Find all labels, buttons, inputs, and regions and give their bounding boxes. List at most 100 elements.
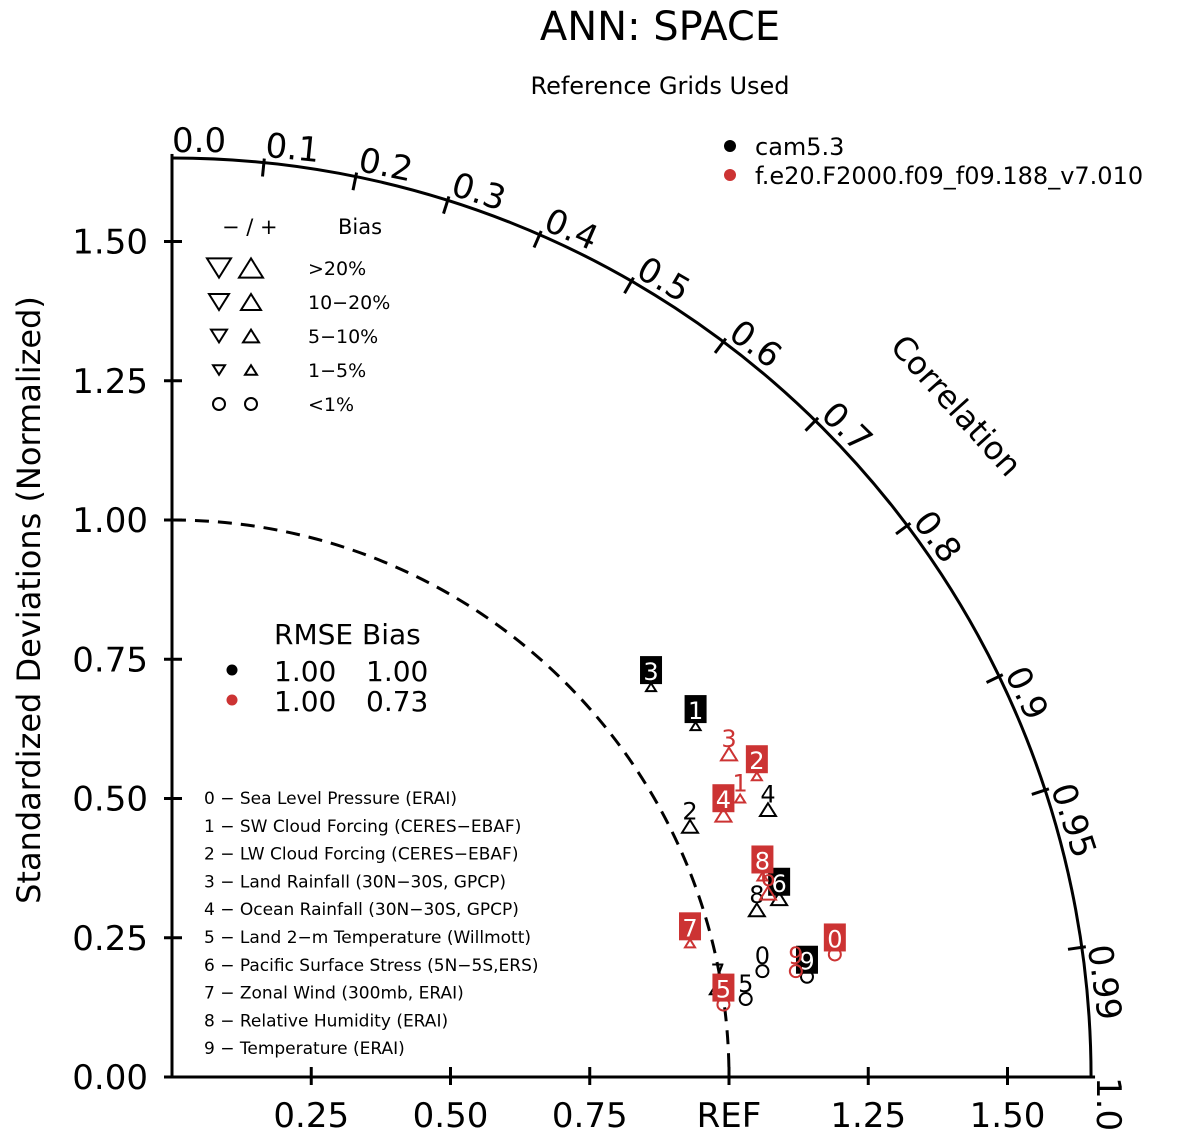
correlation-tick bbox=[532, 230, 543, 249]
y-tick-label: 0.50 bbox=[72, 780, 148, 820]
bias-legend-circle bbox=[244, 397, 258, 411]
bias-legend-up-triangle bbox=[237, 256, 265, 279]
series-legend-label: cam5.3 bbox=[755, 133, 844, 161]
point-label: 6 bbox=[771, 870, 786, 898]
case-list-item: 2 − LW Cloud Forcing (CERES−EBAF) bbox=[204, 845, 518, 865]
point-label-box bbox=[640, 656, 663, 685]
correlation-label: Correlation bbox=[883, 327, 1029, 484]
correlation-tick-label: 0.2 bbox=[355, 140, 416, 190]
correlation-tick bbox=[261, 158, 266, 177]
data-point: 9 bbox=[795, 945, 818, 984]
point-marker-triangle bbox=[750, 770, 764, 782]
bias-legend-label: 10−20% bbox=[308, 292, 390, 314]
data-point: 4 bbox=[758, 781, 778, 818]
point-marker-triangle bbox=[713, 806, 734, 823]
bias-legend-up-triangle bbox=[241, 327, 261, 344]
rmse-bias-dot bbox=[226, 694, 238, 706]
correlation-tick-label: 0.9 bbox=[996, 660, 1056, 726]
x-tick-label: 0.75 bbox=[552, 1096, 628, 1135]
correlation-tick-label: 0.99 bbox=[1079, 942, 1129, 1023]
point-label: 1 bbox=[688, 697, 703, 725]
point-label-box bbox=[795, 945, 818, 974]
x-tick-label: REF bbox=[697, 1096, 762, 1135]
x-tick-label: 1.50 bbox=[970, 1096, 1046, 1135]
data-point: 5 bbox=[712, 973, 735, 1012]
point-label: 3 bbox=[721, 725, 736, 753]
bias-legend-up-triangle bbox=[239, 292, 263, 311]
point-label: 8 bbox=[749, 881, 764, 909]
data-point: 1 bbox=[732, 770, 748, 804]
correlation-tick bbox=[351, 172, 359, 191]
point-label: 2 bbox=[749, 747, 764, 775]
point-marker-triangle bbox=[680, 818, 700, 834]
bias-legend-label: <1% bbox=[308, 394, 354, 416]
point-label-box bbox=[712, 784, 735, 813]
correlation-tick-label: 0.7 bbox=[813, 394, 880, 460]
series-legend-dot bbox=[724, 140, 736, 152]
bias-legend-up-triangle bbox=[243, 363, 259, 376]
data-point: 1 bbox=[684, 695, 707, 732]
point-label: 3 bbox=[643, 658, 658, 686]
x-tick-label: 0.25 bbox=[273, 1096, 349, 1135]
case-list-item: 0 − Sea Level Pressure (ERAI) bbox=[204, 789, 457, 809]
y-tick-label: 1.00 bbox=[72, 501, 148, 541]
bias-legend-circle bbox=[212, 397, 226, 411]
point-marker-triangle bbox=[758, 884, 778, 901]
series-legend: cam5.3f.e20.F2000.f09_f09.188_v7.010 bbox=[724, 133, 1143, 190]
case-list-item: 1 − SW Cloud Forcing (CERES−EBAF) bbox=[204, 817, 521, 837]
case-list-item: 6 − Pacific Surface Stress (5N−5S,ERS) bbox=[204, 956, 539, 976]
point-label-box bbox=[823, 923, 846, 952]
bias-legend-label: >20% bbox=[308, 258, 366, 280]
rmse-bias-header: RMSE Bias bbox=[274, 618, 421, 651]
chart-subtitle: Reference Grids Used bbox=[530, 72, 789, 100]
point-marker-triangle bbox=[683, 937, 697, 949]
chart-title: ANN: SPACE bbox=[540, 4, 780, 50]
case-list-item: 7 − Zonal Wind (300mb, ERAI) bbox=[204, 984, 464, 1004]
data-point: 8 bbox=[751, 845, 774, 882]
bias-legend-header: − / + bbox=[222, 215, 278, 239]
point-marker-triangle bbox=[758, 801, 778, 818]
point-label: 2 bbox=[682, 797, 697, 825]
data-point: 3 bbox=[640, 656, 663, 693]
data-point: 5 bbox=[738, 970, 753, 1007]
data-point: 9 bbox=[788, 942, 803, 979]
correlation-tick bbox=[623, 276, 635, 294]
correlation-tick-label: 0.5 bbox=[630, 249, 697, 311]
y-tick-label: 1.50 bbox=[72, 223, 148, 263]
case-list-item: 4 − Ocean Rainfall (30N−30S, GPCP) bbox=[204, 900, 519, 920]
point-marker-triangle bbox=[755, 870, 770, 882]
rmse-value: 1.00 bbox=[274, 655, 336, 688]
x-tick-label: 1.25 bbox=[830, 1096, 906, 1135]
correlation-tick-label: 0.0 bbox=[172, 121, 226, 161]
point-label: 0 bbox=[827, 925, 842, 953]
correlation-tick bbox=[442, 196, 451, 215]
data-point: 7 bbox=[679, 912, 702, 949]
y-tick-label: 1.25 bbox=[72, 362, 148, 402]
point-marker-triangle bbox=[733, 792, 747, 804]
point-label: 9 bbox=[799, 948, 814, 976]
correlation-tick-label: 0.4 bbox=[538, 201, 604, 259]
point-label: 8 bbox=[755, 847, 770, 875]
point-marker-circle bbox=[738, 992, 753, 1007]
point-marker-triangle bbox=[747, 901, 767, 918]
correlation-tick-label: 0.8 bbox=[905, 503, 969, 570]
rmse-reference-arc bbox=[171, 518, 731, 1078]
bias-legend-down-triangle bbox=[205, 257, 233, 280]
bias-legend-down-triangle bbox=[207, 293, 231, 312]
y-tick-label: 0.00 bbox=[72, 1058, 148, 1098]
correlation-tick-label: 0.95 bbox=[1042, 778, 1104, 862]
point-label: 0 bbox=[755, 942, 770, 970]
point-label-box bbox=[679, 912, 702, 941]
y-tick-label: 0.75 bbox=[72, 640, 148, 680]
point-label: 5 bbox=[738, 970, 753, 998]
bias-legend-down-triangle bbox=[211, 364, 227, 377]
case-list-item: 9 − Temperature (ERAI) bbox=[204, 1039, 405, 1059]
data-point: 8 bbox=[747, 881, 767, 918]
point-label: 9 bbox=[788, 942, 803, 970]
correlation-tick-label: 1.0 bbox=[1088, 1077, 1128, 1131]
y-tick-label: 0.25 bbox=[72, 919, 148, 959]
rmse-value: 1.00 bbox=[274, 685, 336, 718]
correlation-tick-label: 0.1 bbox=[264, 126, 322, 171]
